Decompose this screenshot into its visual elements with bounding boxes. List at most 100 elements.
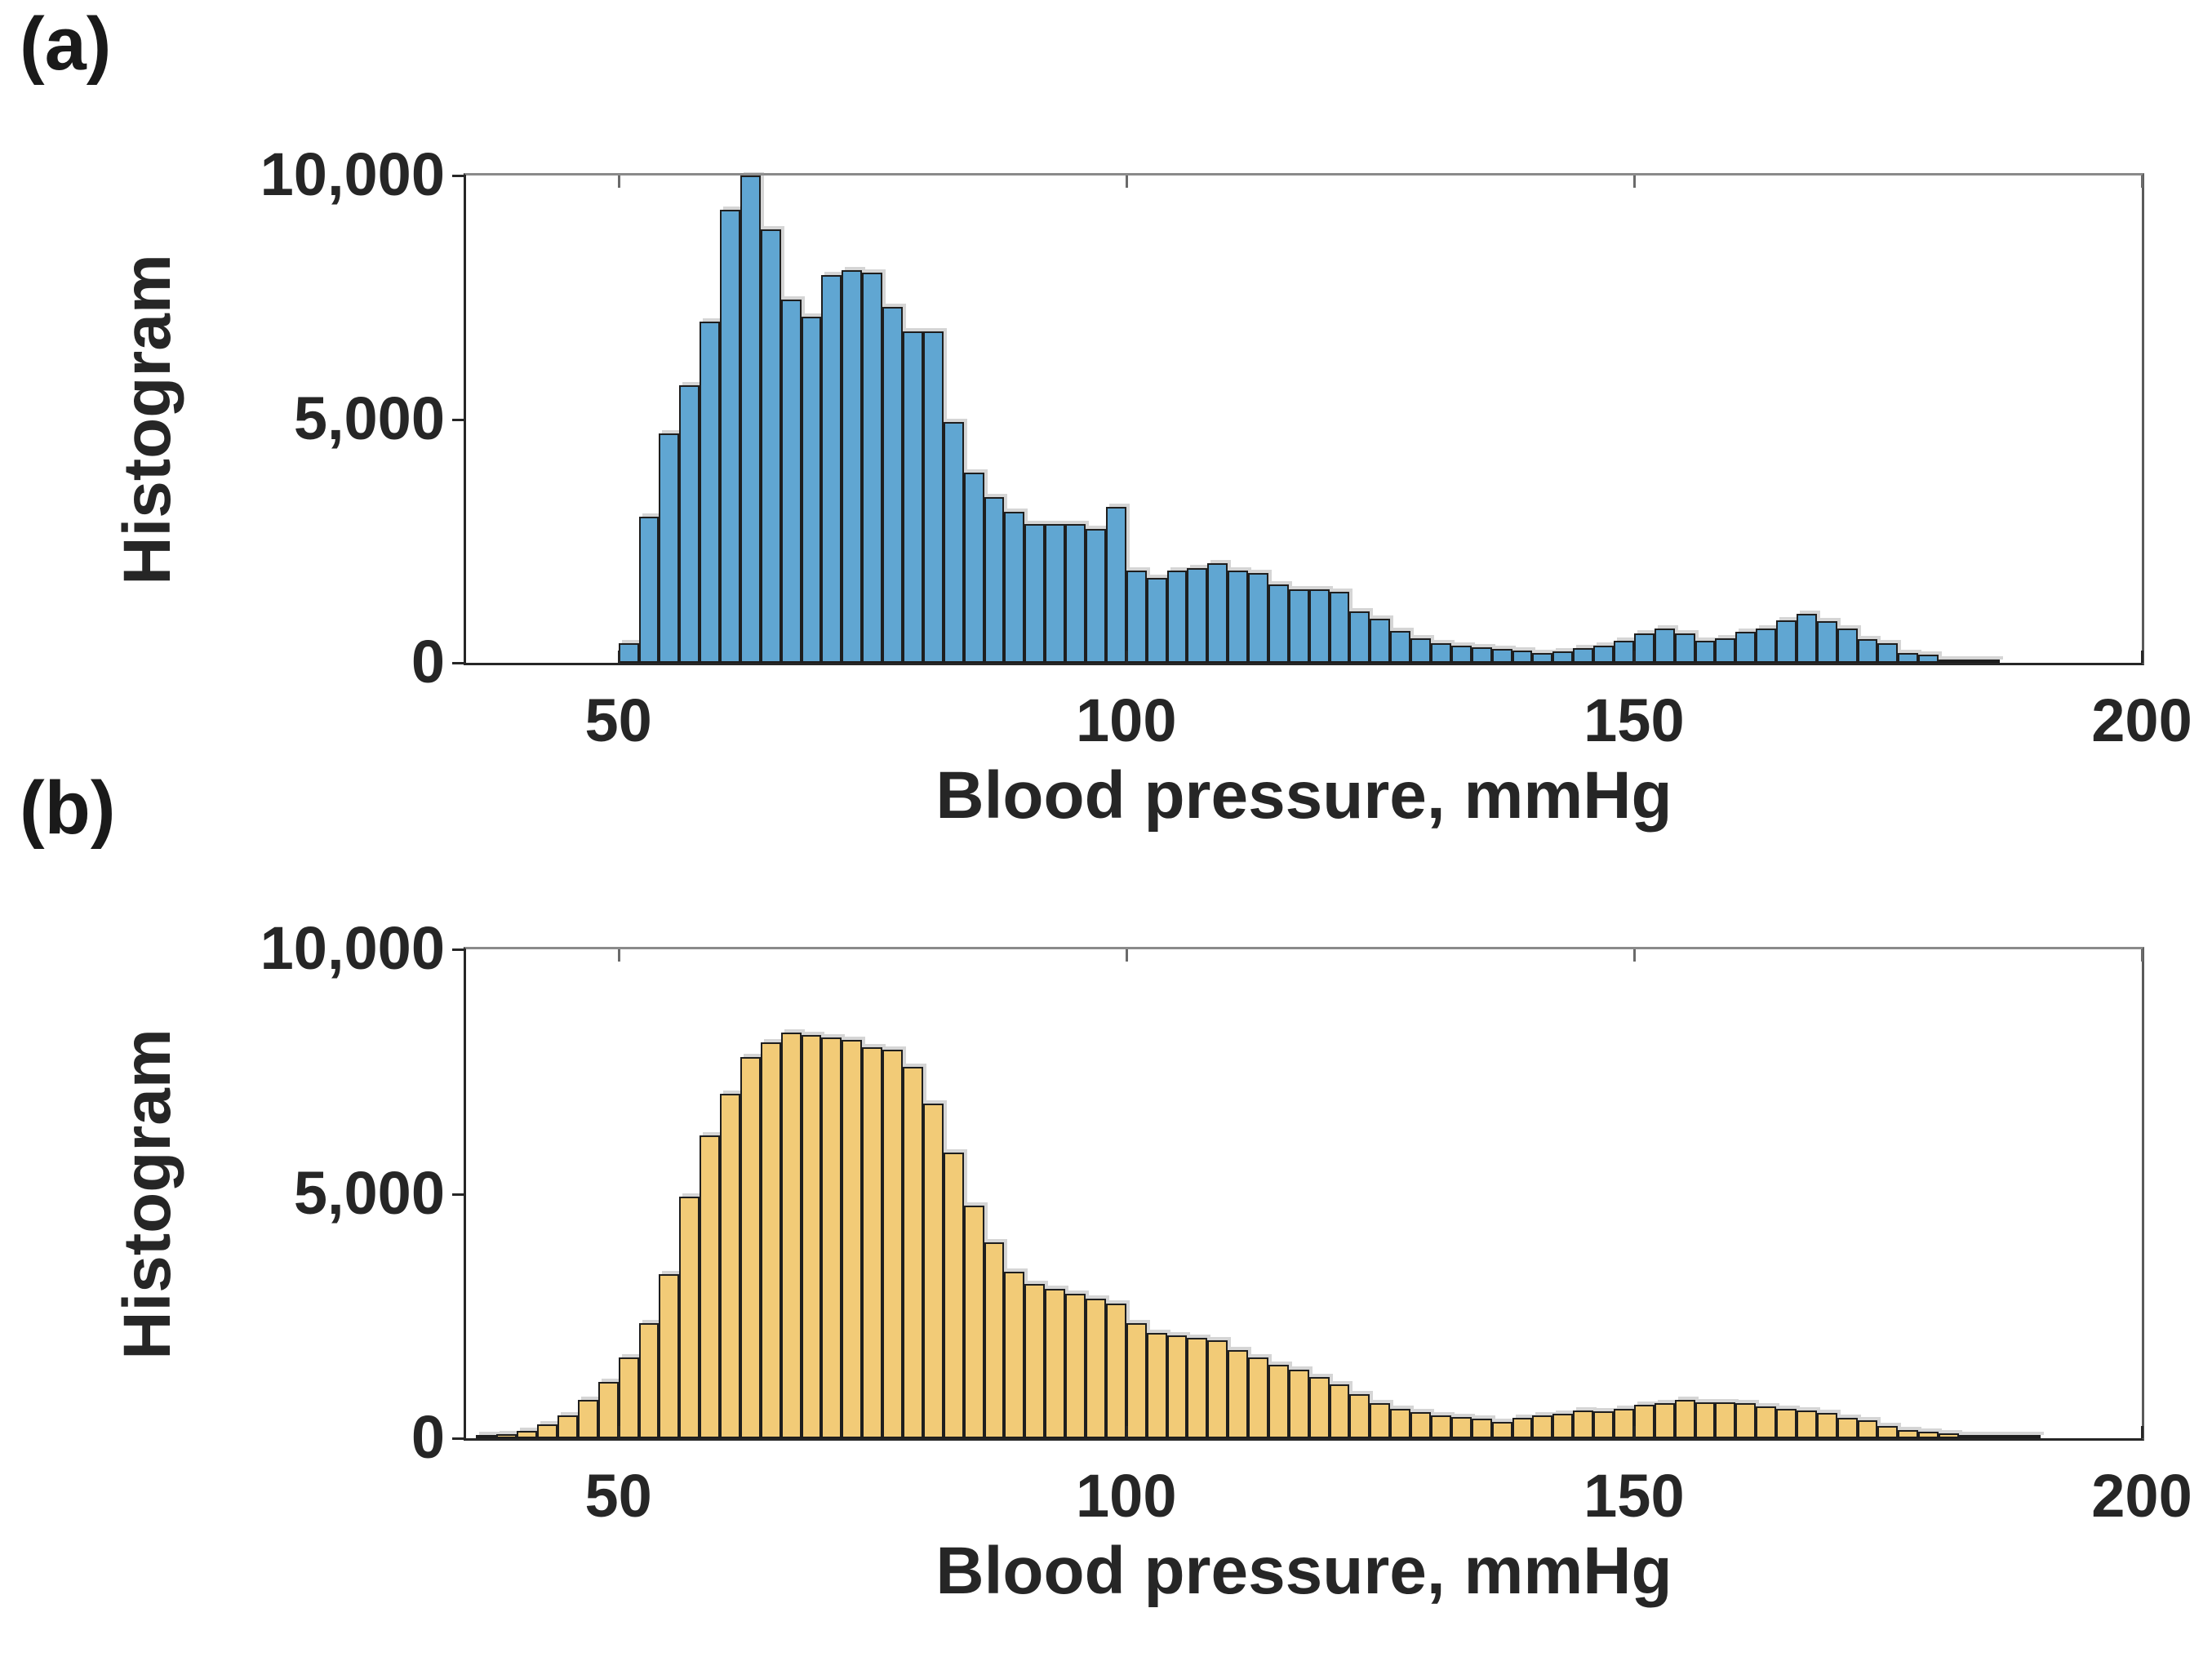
histogram-bar [963, 473, 984, 663]
y-tick-label: 0 [411, 1402, 445, 1471]
x-axis-tick [617, 1426, 620, 1438]
x-axis-tick-mirror [2141, 175, 2143, 188]
x-tick-label: 50 [584, 686, 652, 754]
histogram-bar [1959, 660, 1979, 663]
histogram-bar [1431, 1415, 1451, 1438]
y-tick-label: 5,000 [293, 384, 445, 452]
histogram-bar [1268, 1365, 1289, 1438]
panel-a-y-axis-label: Histogram [110, 253, 184, 585]
histogram-bar [1207, 1340, 1228, 1438]
histogram-bar [1105, 1304, 1126, 1438]
histogram-bar [1431, 643, 1451, 663]
panel-b-tag: (b) [20, 766, 116, 850]
histogram-bar [1532, 1415, 1553, 1438]
x-axis-tick [1125, 1426, 1128, 1438]
x-axis-tick-mirror [2141, 949, 2143, 962]
histogram-bar [638, 1323, 660, 1438]
histogram-bar [1857, 1420, 1878, 1438]
histogram-bar [1410, 638, 1432, 663]
histogram-bar [1837, 1417, 1858, 1438]
y-axis-tick [452, 1437, 466, 1440]
histogram-bar [1512, 1418, 1533, 1438]
histogram-bar [1126, 1323, 1147, 1438]
histogram-bar [882, 1049, 903, 1438]
histogram-bar [1939, 660, 1960, 663]
histogram-bar [1918, 655, 1939, 663]
histogram-bar [1756, 629, 1777, 663]
histogram-bar [1045, 523, 1066, 663]
histogram-bar [1552, 1414, 1574, 1438]
histogram-bar [557, 1415, 578, 1438]
histogram-bar [618, 1357, 639, 1438]
histogram-bar [1450, 646, 1472, 663]
histogram-bar [1024, 1284, 1046, 1438]
panel-a-tag: (a) [20, 2, 112, 86]
histogram-bar [1593, 646, 1614, 663]
histogram-bar [903, 331, 923, 663]
histogram-bar [1877, 643, 1899, 663]
histogram-bar [1146, 1333, 1167, 1438]
histogram-bar [1268, 584, 1289, 663]
histogram-bar [1370, 619, 1391, 663]
histogram-bar [1979, 660, 2000, 663]
histogram-bar [700, 1135, 721, 1438]
histogram-bar [842, 270, 863, 663]
histogram-bar [1959, 1435, 1979, 1438]
histogram-bar [943, 1152, 964, 1438]
histogram-bar [821, 275, 842, 663]
histogram-bar [537, 1424, 557, 1438]
histogram-bar [638, 516, 660, 663]
y-axis-tick [452, 175, 466, 177]
histogram-bar [1816, 1412, 1837, 1438]
histogram-bar [1491, 648, 1512, 663]
x-axis-tick-mirror [1125, 949, 1128, 962]
histogram-bar [1228, 1350, 1249, 1438]
histogram-bar [1776, 1409, 1797, 1438]
histogram-bar [1004, 511, 1025, 663]
histogram-bar [1288, 1370, 1309, 1438]
histogram-bar [882, 307, 903, 663]
histogram-bar [1207, 562, 1228, 663]
x-tick-label: 100 [1076, 1462, 1177, 1530]
histogram-bar [1045, 1289, 1066, 1438]
x-tick-label: 200 [2091, 686, 2192, 754]
histogram-bar [1857, 639, 1878, 663]
y-tick-label: 10,000 [260, 913, 445, 982]
histogram-bar [1776, 620, 1797, 663]
y-tick-label: 10,000 [260, 140, 445, 208]
histogram-bar [801, 1034, 822, 1438]
histogram-bar [1390, 1409, 1411, 1438]
histogram-bar [476, 1435, 497, 1438]
histogram-bar [1085, 528, 1106, 663]
y-tick-label: 5,000 [293, 1158, 445, 1227]
histogram-bar [1308, 589, 1330, 663]
histogram-bar [1573, 1410, 1594, 1438]
y-axis-tick [452, 418, 466, 421]
histogram-bar [1532, 653, 1553, 663]
panel-a-plot: Histogram Blood pressure, mmHg 50 100 150 2… [110, 140, 2192, 833]
histogram-bar [1308, 1377, 1330, 1438]
histogram-bar [1126, 570, 1147, 663]
histogram-bar [780, 1032, 802, 1438]
histogram-bar [597, 1382, 619, 1438]
histogram-bar [1288, 589, 1309, 663]
histogram-bar [922, 331, 944, 663]
histogram-bar [700, 322, 721, 663]
histogram-bar [618, 643, 639, 663]
histogram-bar [842, 1039, 863, 1438]
panel-b-plot: Histogram Blood pressure, mmHg 50 100 150 2… [110, 914, 2192, 1608]
histogram-bar [1187, 567, 1208, 663]
histogram-bar [740, 1056, 761, 1438]
histogram-bar [1756, 1406, 1777, 1438]
histogram-bar [984, 497, 1005, 663]
histogram-bar [1004, 1272, 1025, 1438]
x-axis-tick-mirror [1125, 175, 1128, 188]
y-axis-tick [452, 948, 466, 951]
histogram-bar [943, 421, 964, 663]
histogram-bar [1735, 632, 1757, 663]
y-tick-label: 0 [411, 627, 445, 695]
x-tick-label: 50 [584, 1462, 652, 1530]
histogram-bar [1166, 570, 1188, 663]
x-axis-tick [1125, 651, 1128, 663]
